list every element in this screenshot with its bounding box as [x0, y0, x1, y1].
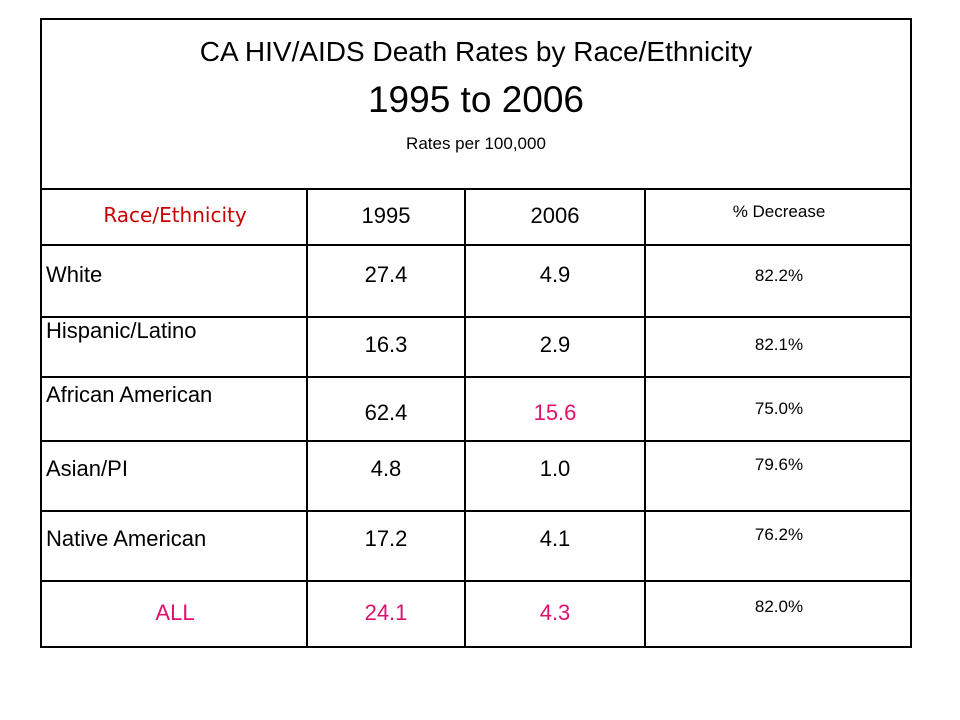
- header-2006: 2006: [530, 203, 580, 228]
- row-african-american-2006: 15.6: [533, 400, 577, 425]
- divider: [42, 580, 910, 582]
- divider: [42, 440, 910, 442]
- divider: [42, 316, 910, 318]
- row-white-2006: 4.9: [539, 262, 571, 287]
- divider: [306, 188, 308, 648]
- row-native-american-race: Native American: [46, 526, 207, 551]
- row-asian-pi-race: Asian/PI: [46, 456, 128, 481]
- row-white-race: White: [46, 262, 103, 287]
- row-hispanic-1995: 16.3: [364, 332, 408, 357]
- divider: [644, 188, 646, 648]
- row-native-american-2006: 4.1: [539, 526, 571, 551]
- row-hispanic-race: Hispanic/Latino: [46, 318, 197, 343]
- row-hispanic-pct: 82.1%: [754, 335, 804, 354]
- row-native-american-pct: 76.2%: [754, 525, 804, 544]
- divider: [42, 510, 910, 512]
- row-asian-pi-2006: 1.0: [539, 456, 571, 481]
- divider: [42, 188, 910, 190]
- row-white-pct: 82.2%: [754, 266, 804, 285]
- row-african-american-pct: 75.0%: [754, 399, 804, 418]
- row-african-american-1995: 62.4: [364, 400, 408, 425]
- row-african-american-race: African American: [46, 382, 213, 407]
- row-asian-pi-pct: 79.6%: [754, 455, 804, 474]
- title-block: CA HIV/AIDS Death Rates by Race/Ethnicit…: [42, 20, 910, 190]
- divider: [464, 188, 466, 648]
- header-race: Race/Ethnicity: [103, 203, 247, 227]
- row-asian-pi-1995: 4.8: [370, 456, 402, 481]
- slide-title-years: 1995 to 2006: [367, 79, 585, 120]
- data-table: CA HIV/AIDS Death Rates by Race/Ethnicit…: [40, 18, 912, 648]
- row-native-american-1995: 17.2: [364, 526, 408, 551]
- row-all-1995: 24.1: [364, 600, 408, 625]
- header-1995: 1995: [361, 203, 411, 228]
- divider: [42, 376, 910, 378]
- row-white-1995: 27.4: [364, 262, 408, 287]
- divider: [42, 244, 910, 246]
- row-hispanic-2006: 2.9: [539, 332, 571, 357]
- header-pct-decrease: % Decrease: [732, 202, 826, 221]
- row-all-pct: 82.0%: [754, 597, 804, 616]
- row-all-race: ALL: [155, 600, 195, 625]
- row-all-2006: 4.3: [539, 600, 571, 625]
- slide-subtitle: Rates per 100,000: [406, 134, 546, 153]
- slide-title: CA HIV/AIDS Death Rates by Race/Ethnicit…: [199, 36, 753, 67]
